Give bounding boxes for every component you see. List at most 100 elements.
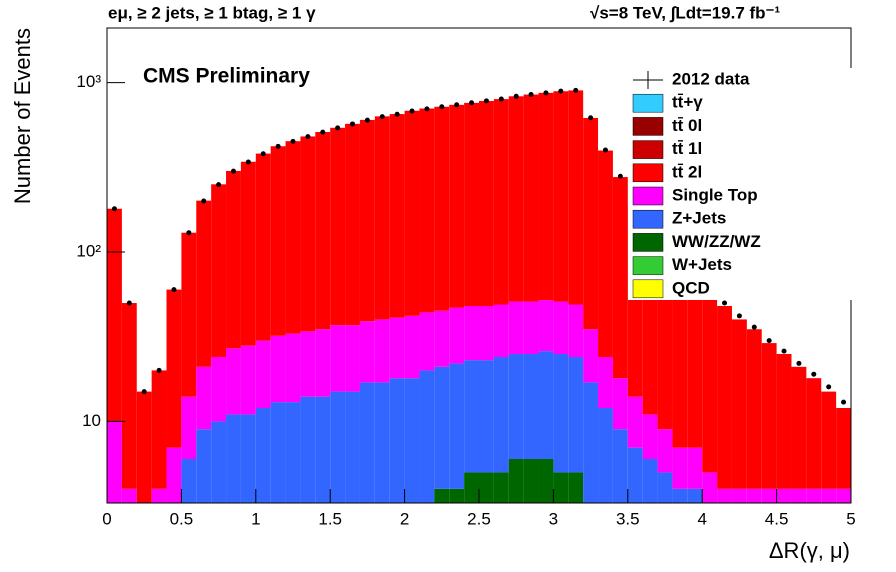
- bar-segment: [449, 488, 465, 503]
- data-point: [350, 121, 356, 127]
- title-left: eμ, ≥ 2 jets, ≥ 1 btag, ≥ 1 γ: [108, 3, 316, 22]
- data-point: [736, 313, 742, 319]
- bar-segment: [493, 357, 509, 473]
- bar-segment: [211, 357, 227, 422]
- legend-label: W+Jets: [672, 255, 732, 274]
- bar-segment: [493, 472, 509, 503]
- bar-segment: [643, 503, 658, 572]
- bar-segment: [732, 503, 747, 540]
- bar-segment: [598, 503, 613, 540]
- bar-segment: [196, 503, 211, 572]
- bar-segment: [791, 488, 807, 503]
- bar-segment: [598, 357, 613, 409]
- bar-segment: [166, 447, 182, 503]
- data-point: [320, 129, 326, 135]
- bar-segment: [612, 429, 628, 503]
- bar-segment: [315, 131, 331, 330]
- data-point: [751, 324, 757, 330]
- legend-label: QCD: [672, 278, 710, 297]
- data-point: [558, 88, 564, 94]
- bar-segment: [152, 503, 167, 572]
- bar-segment: [122, 503, 137, 572]
- bar-segment: [791, 503, 806, 540]
- bar-segment: [434, 503, 449, 572]
- data-point: [305, 134, 311, 140]
- bar-segment: [330, 391, 346, 503]
- data-point: [290, 138, 296, 144]
- bar-segment: [494, 503, 509, 572]
- bar-segment: [121, 303, 137, 489]
- data-point: [826, 384, 832, 390]
- bar-segment: [687, 488, 703, 503]
- bar-segment: [479, 472, 494, 503]
- bar-segment: [747, 503, 762, 572]
- data-point: [364, 117, 370, 123]
- bar-segment: [240, 414, 256, 503]
- bar-segment: [672, 503, 687, 572]
- bar-segment: [300, 136, 316, 332]
- bar-segment: [464, 360, 479, 473]
- data-point: [528, 92, 534, 98]
- bar-segment: [137, 503, 152, 572]
- bar-segment: [419, 503, 434, 572]
- bar-segment: [717, 503, 732, 572]
- data-point: [156, 367, 162, 373]
- bar-segment: [702, 292, 718, 473]
- legend-swatch: [632, 140, 664, 159]
- data-point: [513, 93, 519, 99]
- data-point: [245, 159, 251, 165]
- bar-segment: [166, 289, 182, 448]
- bar-segment: [360, 503, 375, 572]
- bar-segment: [152, 503, 167, 572]
- bar-segment: [434, 310, 450, 367]
- x-tick-label: 0.5: [170, 509, 194, 528]
- bar-segment: [270, 146, 286, 336]
- bar-segment: [345, 503, 360, 572]
- legend-label: tt̄ 2l: [672, 162, 702, 181]
- bar-segment: [285, 141, 301, 334]
- bar-segment: [226, 348, 241, 415]
- bar-segment: [479, 306, 494, 361]
- bar-segment: [702, 472, 718, 503]
- bar-segment: [568, 503, 583, 572]
- bar-segment: [568, 304, 584, 358]
- x-tick-label: 5: [846, 509, 855, 528]
- legend-label: Z+Jets: [672, 209, 726, 228]
- legend-swatch: [632, 186, 664, 206]
- data-point: [141, 389, 147, 395]
- bar-segment: [359, 382, 375, 503]
- bar-segment: [658, 503, 673, 572]
- x-tick-label: 2: [400, 509, 409, 528]
- bar-segment: [464, 306, 479, 361]
- data-point: [617, 173, 623, 179]
- bar-segment: [583, 118, 599, 330]
- bar-segment: [374, 319, 390, 383]
- bar-segment: [121, 488, 137, 503]
- data-point: [201, 198, 207, 204]
- legend-label: WW/ZZ/WZ: [672, 232, 761, 251]
- bar-segment: [568, 90, 584, 305]
- bar-segment: [553, 301, 569, 355]
- bar-segment: [107, 421, 122, 503]
- data-point: [394, 111, 400, 117]
- bar-segment: [821, 503, 836, 540]
- bar-segment: [315, 396, 331, 503]
- bar-segment: [434, 503, 449, 572]
- bar-segment: [375, 503, 390, 572]
- bar-segment: [598, 408, 613, 503]
- bar-segment: [464, 472, 479, 503]
- bar-segment: [583, 382, 599, 503]
- bar-segment: [717, 503, 732, 572]
- bar-segment: [598, 150, 613, 358]
- bar-segment: [627, 396, 643, 448]
- bar-segment: [523, 94, 539, 302]
- bar-segment: [449, 104, 465, 308]
- bar-segment: [791, 366, 807, 489]
- x-tick-label: 1.5: [318, 509, 342, 528]
- bar-segment: [508, 96, 524, 302]
- bar-segment: [419, 370, 435, 503]
- bar-segment: [300, 331, 316, 397]
- bar-segment: [449, 307, 465, 364]
- legend-swatch: [632, 233, 664, 252]
